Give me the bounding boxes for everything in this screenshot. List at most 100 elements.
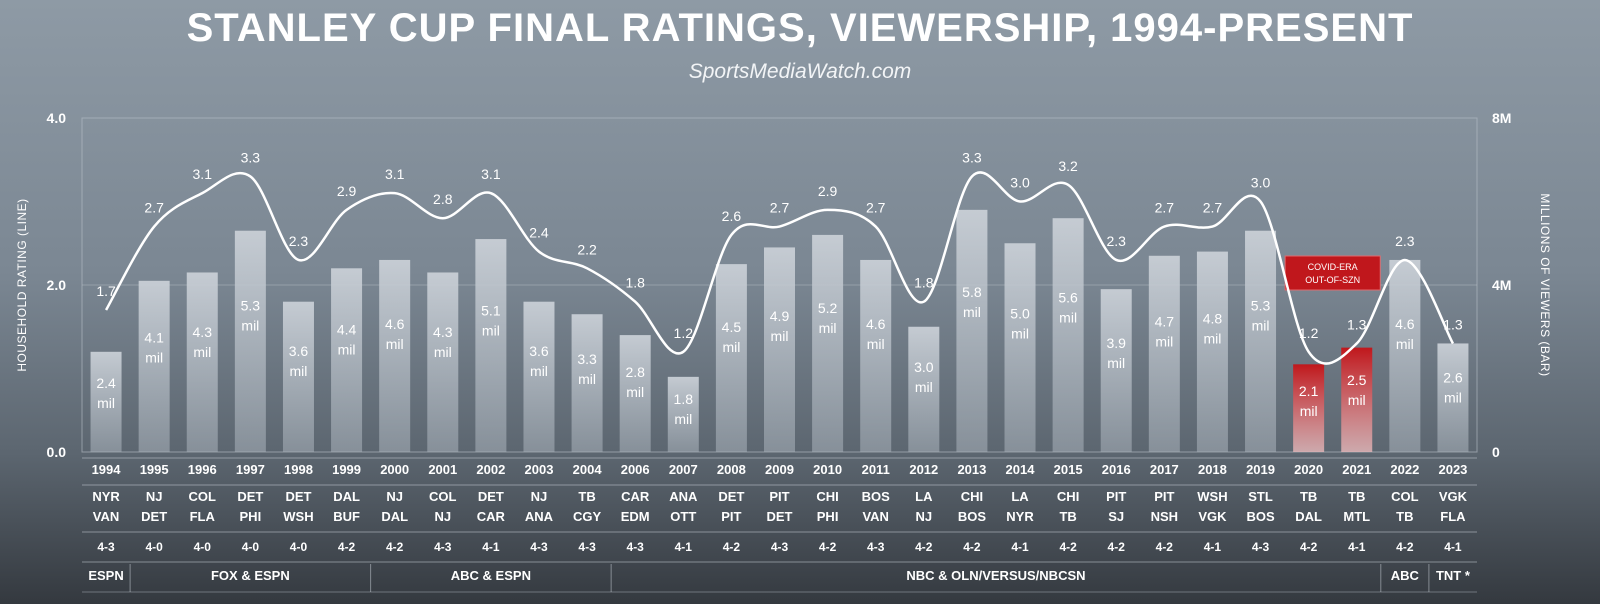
rating-label: 2.6	[722, 208, 742, 224]
bar-2019	[1245, 230, 1277, 452]
bar-unit-label: mil	[1059, 309, 1077, 325]
bar-unit-label: mil	[1444, 390, 1462, 406]
bar-value-label: 4.6	[385, 316, 405, 332]
winner-label: STL	[1248, 489, 1273, 504]
winner-label: NJ	[146, 489, 163, 504]
year-label: 2008	[717, 462, 746, 477]
opponent-label: ANA	[525, 509, 554, 524]
year-label: 2010	[813, 462, 842, 477]
bar-2007	[667, 376, 699, 452]
opponent-label: NYR	[1006, 509, 1034, 524]
bar-value-label: 4.4	[337, 321, 357, 337]
opponent-label: OTT	[670, 509, 696, 524]
year-label: 2003	[525, 462, 554, 477]
opponent-label: DAL	[381, 509, 408, 524]
year-label: 2019	[1246, 462, 1275, 477]
rating-label: 2.7	[770, 200, 790, 216]
rating-label: 2.8	[433, 191, 453, 207]
year-label: 1998	[284, 462, 313, 477]
winner-label: TB	[578, 489, 595, 504]
winner-label: ANA	[669, 489, 698, 504]
network-label: FOX & ESPN	[211, 568, 290, 583]
series-result: 4-2	[723, 540, 741, 554]
series-result: 4-3	[771, 540, 789, 554]
winner-label: NJ	[531, 489, 548, 504]
bar-value-label: 2.4	[96, 375, 116, 391]
series-result: 4-3	[578, 540, 596, 554]
series-result: 4-2	[1059, 540, 1077, 554]
bar-2000	[379, 259, 411, 452]
bar-value-label: 4.7	[1155, 313, 1175, 329]
bar-2006	[619, 335, 651, 452]
series-result: 4-0	[290, 540, 308, 554]
opponent-label: WSH	[283, 509, 313, 524]
bar-unit-label: mil	[771, 328, 789, 344]
series-result: 4-2	[963, 540, 981, 554]
year-label: 2016	[1102, 462, 1131, 477]
opponent-label: BOS	[1246, 509, 1275, 524]
bar-1996	[186, 272, 218, 452]
series-result: 4-1	[482, 540, 500, 554]
bar-unit-label: mil	[434, 344, 452, 360]
year-label: 1994	[92, 462, 122, 477]
year-label: 1999	[332, 462, 361, 477]
rating-label: 1.8	[914, 275, 934, 291]
opponent-label: PHI	[817, 509, 839, 524]
winner-label: DAL	[333, 489, 360, 504]
winner-label: PIT	[1106, 489, 1126, 504]
bar-unit-label: mil	[626, 384, 644, 400]
opponent-label: PIT	[721, 509, 741, 524]
rating-label: 3.0	[1010, 175, 1030, 191]
bar-1997	[234, 230, 266, 452]
right-tick-label: 0	[1492, 444, 1500, 460]
bar-unit-label: mil	[97, 395, 115, 411]
bar-value-label: 5.6	[1058, 289, 1078, 305]
opponent-label: TB	[1396, 509, 1413, 524]
opponent-label: FLA	[190, 509, 216, 524]
opponent-label: BUF	[333, 509, 360, 524]
winner-label: CHI	[1057, 489, 1079, 504]
opponent-label: NSH	[1151, 509, 1178, 524]
rating-label: 1.3	[1347, 316, 1367, 332]
series-result: 4-1	[1444, 540, 1462, 554]
bar-unit-label: mil	[290, 363, 308, 379]
bar-unit-label: mil	[1348, 392, 1366, 408]
year-label: 2000	[380, 462, 409, 477]
rating-label: 2.9	[337, 183, 357, 199]
bar-value-label: 4.8	[1203, 311, 1223, 327]
winner-label: LA	[1011, 489, 1029, 504]
opponent-label: VGK	[1198, 509, 1227, 524]
opponent-label: DAL	[1295, 509, 1322, 524]
rating-label: 1.3	[1443, 316, 1463, 332]
left-axis-title: HOUSEHOLD RATING (LINE)	[15, 198, 29, 371]
bar-value-label: 5.0	[1010, 305, 1030, 321]
winner-label: COL	[429, 489, 457, 504]
year-label: 2012	[909, 462, 938, 477]
series-result: 4-0	[242, 540, 260, 554]
bar-unit-label: mil	[722, 339, 740, 355]
bar-unit-label: mil	[145, 349, 163, 365]
bar-2018	[1196, 251, 1228, 452]
bar-1995	[138, 280, 170, 452]
bar-value-label: 3.0	[914, 359, 934, 375]
bar-unit-label: mil	[1252, 317, 1270, 333]
bar-value-label: 4.3	[433, 324, 453, 340]
bar-unit-label: mil	[867, 336, 885, 352]
series-result: 4-2	[1156, 540, 1174, 554]
network-label: NBC & OLN/VERSUS/NBCSN	[906, 568, 1085, 583]
opponent-label: BOS	[958, 509, 987, 524]
year-label: 1995	[140, 462, 169, 477]
series-result: 4-3	[627, 540, 645, 554]
series-result: 4-3	[530, 540, 548, 554]
bar-unit-label: mil	[482, 323, 500, 339]
bar-2010	[812, 234, 844, 452]
bar-value-label: 3.3	[577, 351, 597, 367]
bar-1994	[90, 351, 122, 452]
winner-label: NYR	[92, 489, 120, 504]
bar-unit-label: mil	[193, 344, 211, 360]
bar-unit-label: mil	[674, 411, 692, 427]
bar-value-label: 5.3	[1251, 297, 1271, 313]
opponent-label: NJ	[434, 509, 451, 524]
bar-value-label: 3.9	[1106, 335, 1126, 351]
left-tick-label: 4.0	[47, 110, 67, 126]
